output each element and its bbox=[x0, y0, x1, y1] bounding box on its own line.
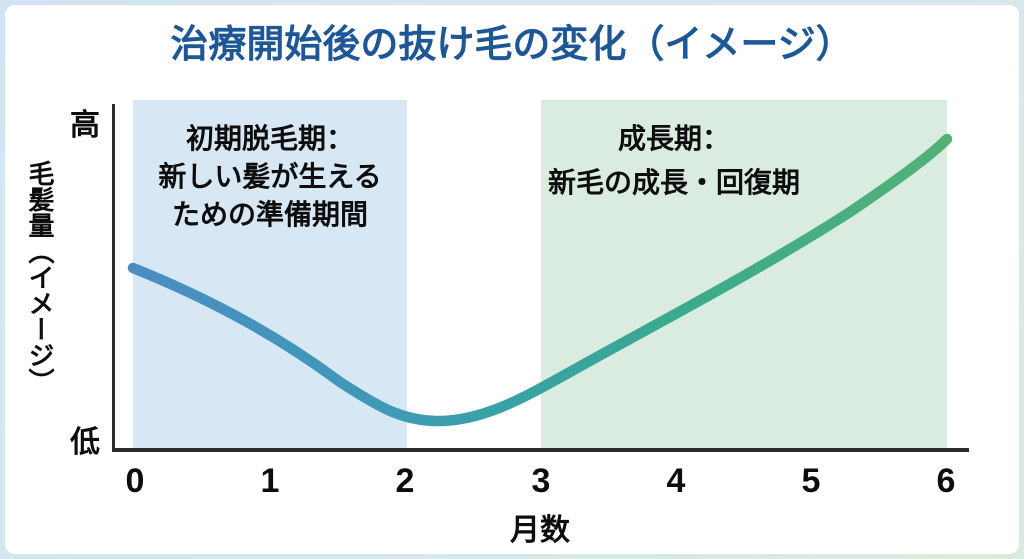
growth-annotation-line2: 新毛の成長・回復期 bbox=[547, 167, 800, 198]
x-tick-4: 4 bbox=[666, 462, 686, 500]
x-tick-5: 5 bbox=[801, 462, 821, 500]
x-axis-line bbox=[112, 448, 969, 452]
y-axis-high-label: 高 bbox=[70, 109, 100, 142]
y-axis-title: 毛髪量（イメージ） bbox=[25, 160, 55, 394]
x-tick-6: 6 bbox=[936, 462, 956, 500]
x-tick-3: 3 bbox=[531, 462, 551, 500]
growth-annotation-line1: 成長期： bbox=[617, 123, 730, 154]
x-tick-0: 0 bbox=[125, 462, 145, 500]
y-axis-line bbox=[112, 104, 115, 451]
shedding-annotation-line2: 新しい髪が生える bbox=[158, 161, 382, 192]
growth-phase-annotation: 成長期： 新毛の成長・回復期 bbox=[494, 117, 854, 205]
chart-title: 治療開始後の抜け毛の変化（イメージ） bbox=[170, 24, 854, 66]
shedding-annotation-line3: ための準備期間 bbox=[171, 199, 368, 230]
x-tick-1: 1 bbox=[260, 462, 280, 500]
shedding-annotation-line1: 初期脱毛期： bbox=[185, 123, 354, 154]
shedding-phase-annotation: 初期脱毛期： 新しい髪が生える ための準備期間 bbox=[133, 120, 407, 234]
y-axis-low-label: 低 bbox=[70, 426, 100, 459]
x-tick-2: 2 bbox=[395, 462, 415, 500]
x-axis-title: 月数 bbox=[510, 514, 570, 547]
